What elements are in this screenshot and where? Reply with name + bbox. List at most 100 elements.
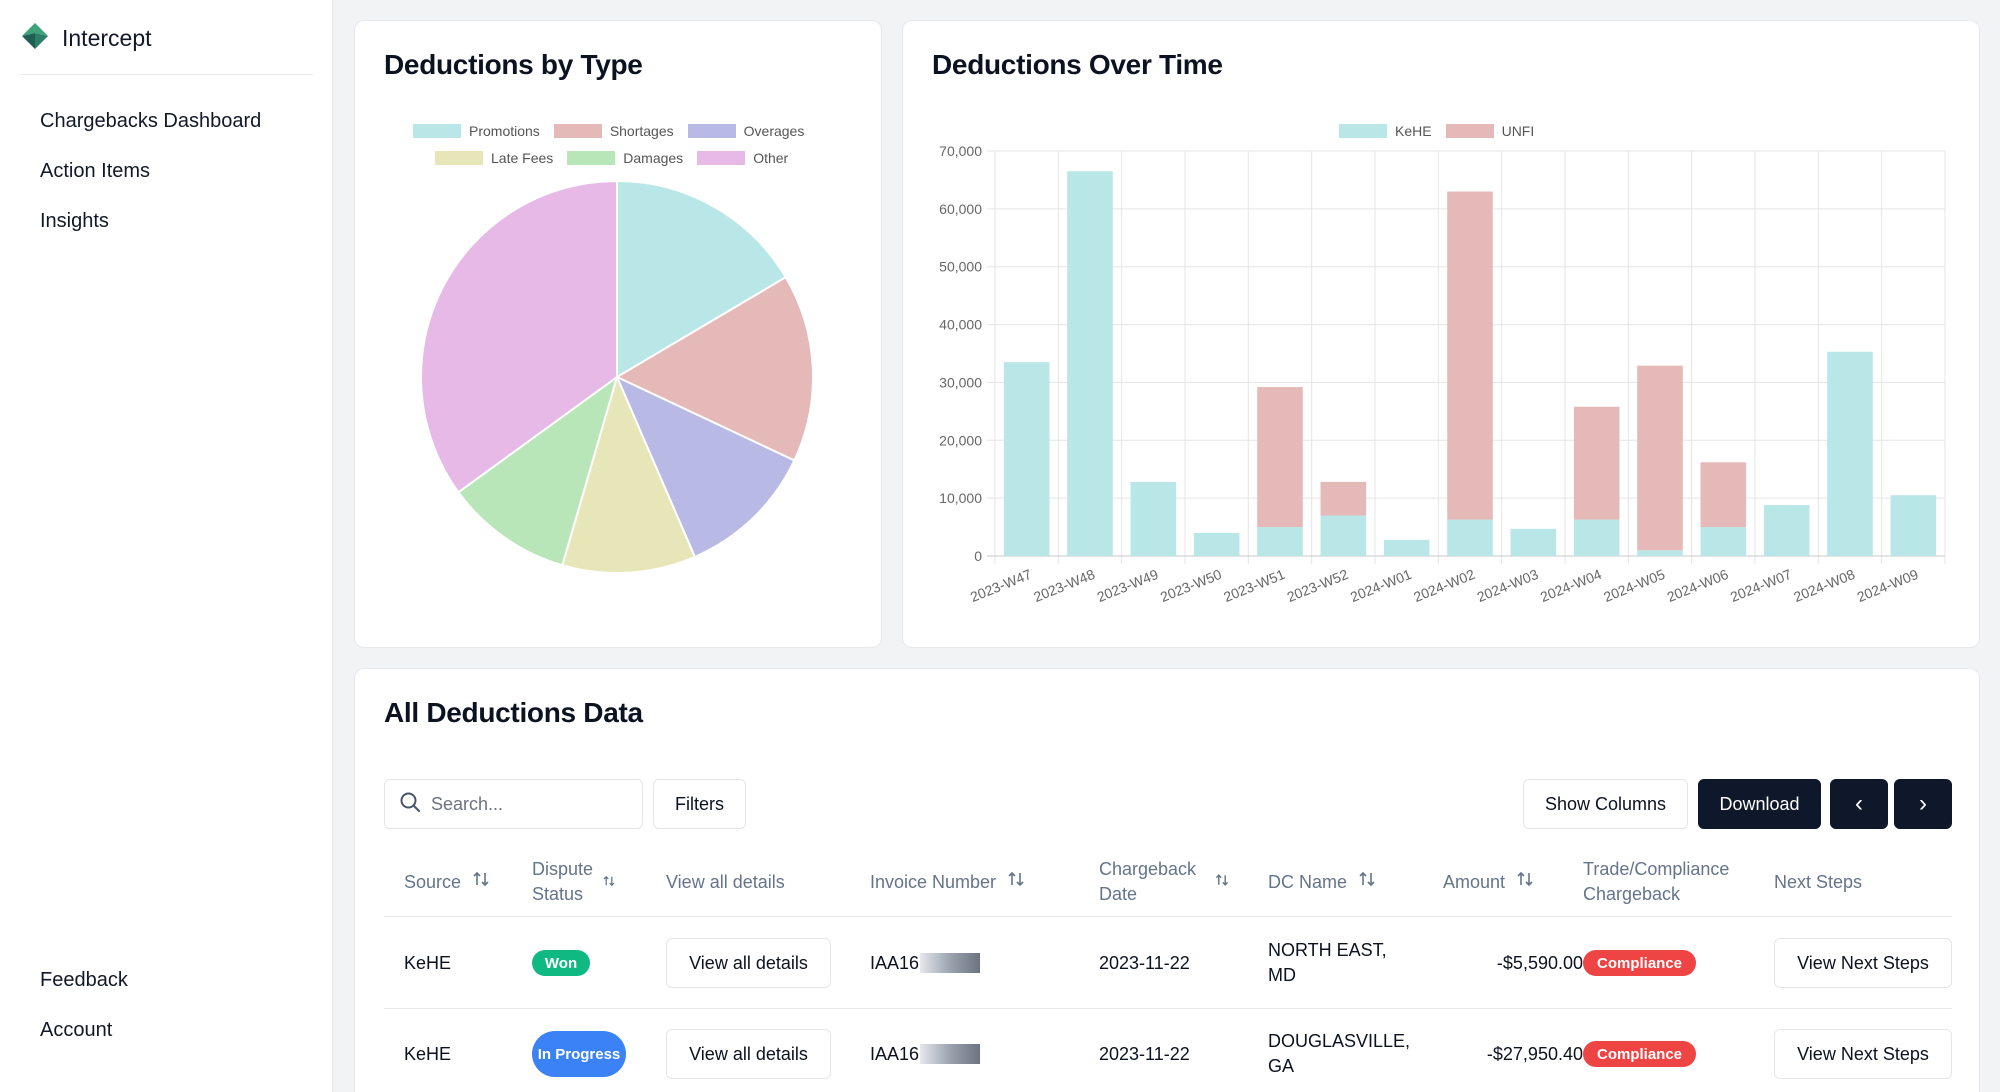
cell-dispute-status: In Progress (532, 1009, 626, 1092)
bar-kehe-2023-w52[interactable] (1320, 515, 1367, 557)
next-page-button[interactable]: › (1894, 779, 1952, 829)
bar-kehe-2024-w03[interactable] (1510, 528, 1557, 556)
pie-chart (420, 179, 814, 574)
bar-kehe-2023-w49[interactable] (1130, 481, 1177, 556)
previous-page-button[interactable]: ‹ (1830, 779, 1888, 829)
search-box[interactable] (384, 779, 643, 829)
sort-icon[interactable] (602, 870, 616, 895)
sidebar-item-insights[interactable]: Insights (40, 210, 109, 232)
logo-icon (20, 21, 50, 56)
bar-kehe-2024-w02[interactable] (1447, 519, 1493, 556)
sort-icon[interactable] (1214, 870, 1230, 895)
column-header-dc-name[interactable]: DC Name (1268, 847, 1377, 917)
pie-slice-shortages[interactable] (614, 275, 814, 462)
bar-kehe-2023-w47[interactable] (1003, 362, 1050, 556)
column-label: DC Name (1268, 871, 1348, 892)
view-next-steps-button[interactable]: View Next Steps (1774, 1029, 1952, 1079)
cell-dispute-status: Won (532, 918, 590, 1008)
bar-kehe-2023-w48[interactable] (1067, 171, 1113, 556)
x-tick-label: 2024-W02 (1411, 566, 1477, 605)
sort-icon[interactable] (1515, 869, 1535, 896)
bar-kehe-2024-w01[interactable] (1383, 539, 1430, 556)
brand[interactable]: Intercept (20, 20, 152, 56)
column-header-dispute-status[interactable]: Dispute Status (532, 847, 622, 917)
bar-kehe-2023-w51[interactable] (1257, 527, 1303, 556)
bar-unfi-2023-w52[interactable] (1320, 481, 1367, 516)
legend-item[interactable]: Late Fees (435, 150, 553, 166)
legend-item[interactable]: Shortages (553, 123, 674, 139)
sort-icon[interactable] (1357, 869, 1377, 896)
y-tick-label: 60,000 (939, 201, 982, 217)
legend-item[interactable]: KeHE (1339, 123, 1432, 139)
x-tick-label: 2024-W09 (1855, 566, 1921, 605)
bar-kehe-2024-w04[interactable] (1573, 519, 1620, 556)
legend-item[interactable]: Overages (687, 123, 804, 139)
invoice-number: IAA16 (870, 1043, 920, 1064)
sidebar-item-feedback[interactable]: Feedback (40, 969, 128, 991)
column-label: Next Steps (1774, 871, 1863, 892)
bar-unfi-2024-w05[interactable] (1637, 365, 1683, 551)
legend-label: Shortages (609, 123, 674, 139)
search-input[interactable] (431, 793, 621, 815)
bar-unfi-2024-w06[interactable] (1700, 462, 1747, 528)
sort-icon[interactable] (1006, 869, 1026, 896)
legend-item[interactable]: UNFI (1445, 123, 1534, 139)
status-badge: In Progress (532, 1031, 626, 1077)
compliance-badge: Compliance (1583, 1041, 1697, 1067)
pie-slice-other[interactable] (420, 179, 618, 494)
deductions-over-time-card: Deductions Over Time KeHE UNFI 0 10,000 20… (902, 20, 1980, 648)
bar-unfi-2023-w51[interactable] (1257, 387, 1303, 528)
pie-slice-late-fees[interactable] (561, 374, 697, 574)
cell-source: KeHE (404, 952, 452, 973)
table-row[interactable]: KeHE In Progress View all details IAA16 … (384, 1009, 1952, 1092)
bar-kehe-2024-w08[interactable] (1827, 351, 1873, 556)
bar-kehe-2024-w07[interactable] (1763, 505, 1810, 556)
pie-slice-damages[interactable] (457, 374, 619, 567)
column-header-invoice-number[interactable]: Invoice Number (870, 847, 1026, 917)
sidebar-item-action-items[interactable]: Action Items (40, 160, 151, 182)
column-header-source[interactable]: Source (404, 847, 491, 917)
x-tick-label: 2024-W05 (1601, 566, 1667, 605)
x-tick-label: 2023-W47 (968, 566, 1034, 605)
cell-view-details: View all details (666, 1009, 831, 1092)
bar-kehe-2023-w50[interactable] (1193, 532, 1240, 556)
column-header-chargeback-date[interactable]: Chargeback Date (1099, 847, 1239, 917)
bar-kehe-2024-w09[interactable] (1890, 495, 1937, 556)
bar-legend: KeHE UNFI (1339, 123, 1534, 139)
legend-item[interactable]: Damages (567, 150, 683, 166)
legend-swatch (697, 151, 746, 165)
sidebar: Intercept Chargebacks Dashboard Action I… (0, 0, 333, 1092)
stacked-bar-chart: 0 10,000 20,000 30,000 40,000 50,000 60,000 70,… (939, 143, 1946, 605)
x-tick-label: 2023-W51 (1221, 566, 1287, 605)
bar-kehe-2024-w05[interactable] (1637, 550, 1683, 556)
legend-item[interactable]: Promotions (413, 123, 540, 139)
column-label: View all details (666, 871, 785, 892)
cell-chargeback-date: 2023-11-22 (1099, 1043, 1190, 1064)
legend-label: Promotions (469, 123, 540, 139)
column-header-amount[interactable]: Amount (1443, 847, 1535, 917)
sort-icon[interactable] (471, 869, 491, 896)
column-label: Source (404, 871, 462, 892)
bar-kehe-2024-w06[interactable] (1700, 527, 1747, 556)
x-tick-label: 2024-W03 (1475, 566, 1541, 605)
cell-view-details: View all details (666, 918, 831, 1008)
filters-button[interactable]: Filters (653, 779, 746, 829)
pie-slice-overages[interactable] (615, 374, 796, 559)
bar-unfi-2024-w02[interactable] (1447, 191, 1493, 520)
view-next-steps-button[interactable]: View Next Steps (1774, 938, 1952, 988)
view-all-details-button[interactable]: View all details (666, 1029, 831, 1079)
legend-item[interactable]: Other (697, 150, 788, 166)
sidebar-item-chargebacks-dashboard[interactable]: Chargebacks Dashboard (40, 110, 262, 132)
download-button[interactable]: Download (1698, 779, 1821, 829)
pie-slice-promotions[interactable] (616, 179, 788, 379)
bar-unfi-2024-w04[interactable] (1573, 406, 1620, 520)
table-row[interactable]: KeHE Won View all details IAA16 2023-11-… (384, 918, 1952, 1009)
show-columns-button[interactable]: Show Columns (1523, 779, 1688, 829)
y-tick-label: 30,000 (939, 374, 982, 390)
card-title: All Deductions Data (384, 697, 643, 728)
sidebar-item-account[interactable]: Account (40, 1019, 113, 1041)
cell-amount: -$5,590.00 (1496, 952, 1583, 973)
legend-swatch (413, 124, 461, 138)
view-all-details-button[interactable]: View all details (666, 938, 831, 988)
x-tick-label: 2023-W50 (1158, 566, 1224, 605)
